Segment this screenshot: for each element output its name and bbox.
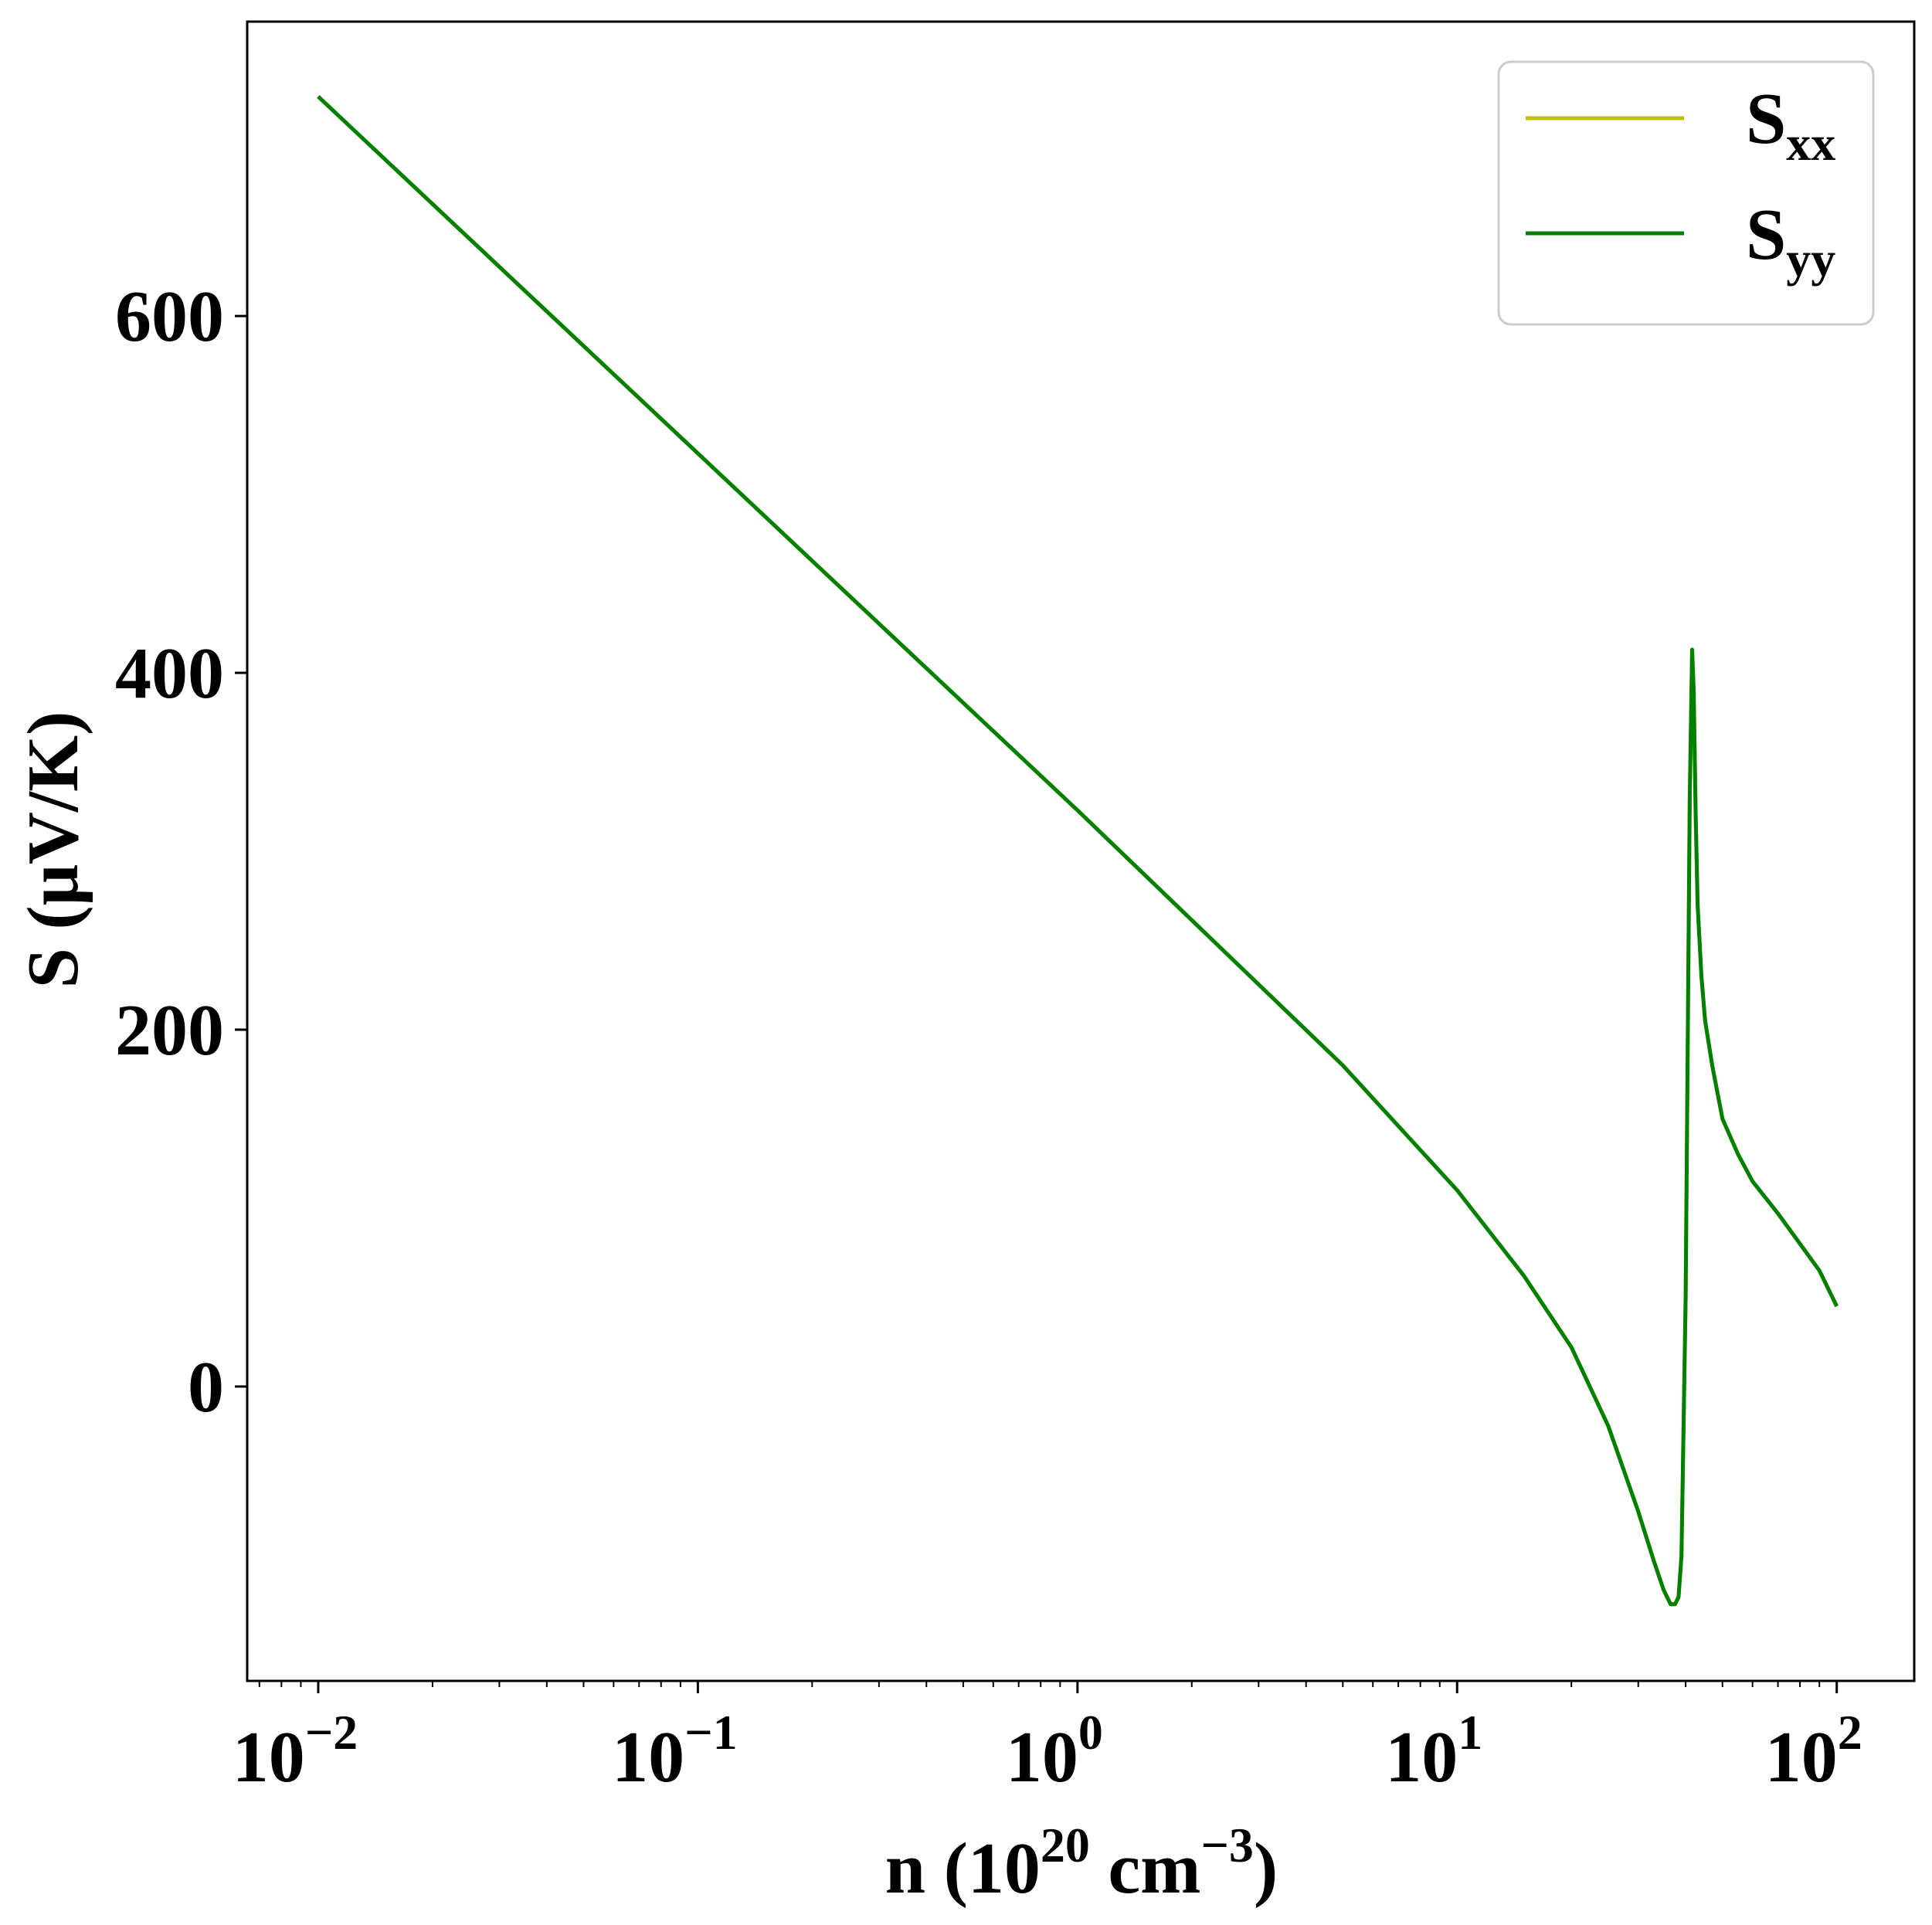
y-tick-label: 400 [115, 633, 224, 714]
x-axis: 10−2 10−1 100 101 102 [233, 1681, 1862, 1798]
x-axis-title-unit: cm [1090, 1828, 1201, 1909]
x-axis-title-main: n (10 [885, 1828, 1041, 1909]
y-tick-label: 200 [115, 990, 224, 1071]
x-tick-label: 102 [1765, 1705, 1862, 1798]
y-axis: 0 200 400 600 [115, 277, 247, 1428]
x-tick-label: 100 [1006, 1705, 1103, 1798]
x-axis-title-exp: 20 [1041, 1818, 1090, 1872]
legend-label-sxx-sub: xx [1786, 116, 1835, 171]
x-axis-title: n (1020 cm−3) [885, 1818, 1278, 1909]
x-axis-title-close: ) [1254, 1828, 1278, 1909]
series-line-syy [317, 95, 1839, 1607]
legend: Sxx Syy [1497, 60, 1875, 326]
legend-label-syy: Syy [1746, 195, 1835, 287]
legend-label-sxx: Sxx [1746, 79, 1835, 171]
x-axis-title-unit-exp: −3 [1200, 1818, 1253, 1872]
legend-label-sxx-main: S [1746, 79, 1786, 159]
series-layer [317, 95, 1839, 1607]
x-tick-label: 10−2 [233, 1705, 358, 1798]
y-tick-label: 0 [188, 1347, 224, 1428]
legend-box [1497, 60, 1875, 326]
x-tick-label: 10−1 [612, 1705, 737, 1798]
y-axis-title: S (μV/K) [13, 711, 93, 989]
legend-label-syy-main: S [1746, 195, 1786, 275]
x-tick-label: 101 [1385, 1705, 1482, 1798]
legend-label-syy-sub: yy [1786, 232, 1835, 287]
y-tick-label: 600 [115, 277, 224, 357]
plot-frame [246, 20, 1916, 1682]
